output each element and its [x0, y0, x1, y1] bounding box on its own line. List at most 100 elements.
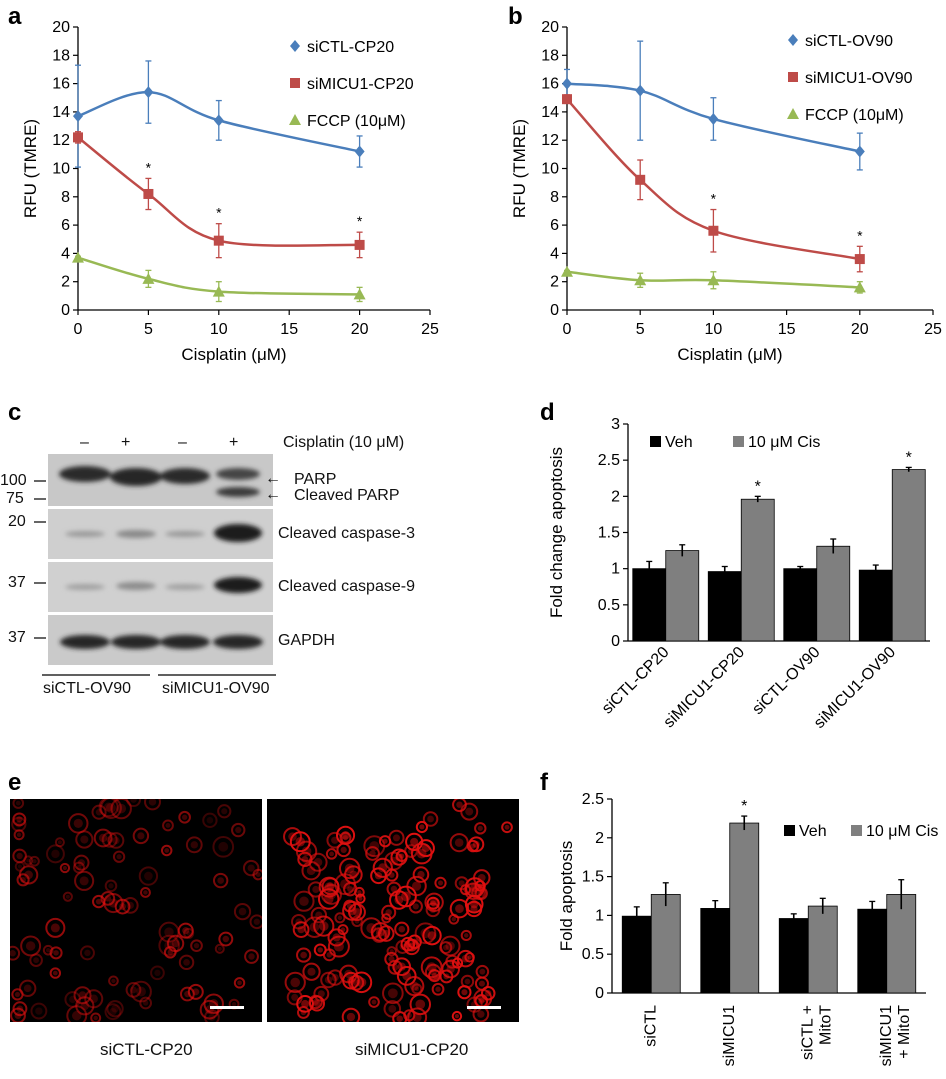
cell — [395, 849, 408, 863]
cell-core — [410, 837, 419, 846]
cell — [336, 842, 351, 858]
cell — [125, 982, 142, 998]
cell — [203, 993, 224, 1015]
cell — [320, 971, 337, 989]
y-tick-label: 1 — [595, 907, 604, 924]
cell-core — [290, 977, 301, 988]
cell — [283, 827, 302, 847]
cell-core — [144, 871, 153, 881]
cell-core — [331, 973, 339, 982]
category-label: siCTL +MitoT — [799, 1005, 834, 1060]
category-label: siCTL — [642, 1005, 659, 1047]
band — [216, 468, 260, 480]
cell — [104, 879, 118, 893]
band — [160, 468, 210, 484]
cell — [126, 799, 142, 808]
cell — [441, 959, 460, 979]
group-label-1: siCTL-OV90 — [43, 680, 132, 697]
band — [65, 584, 105, 590]
series-line — [566, 270, 860, 289]
cell-core — [14, 1012, 22, 1019]
cell-core — [344, 969, 353, 979]
significance-star: * — [857, 227, 863, 243]
cell — [13, 829, 25, 841]
cell — [284, 971, 306, 994]
scale-bar — [467, 1006, 501, 1009]
cell — [160, 844, 173, 857]
x-tick-label: 25 — [924, 321, 942, 338]
cell-core — [337, 915, 343, 921]
y-tick-label: 16 — [541, 76, 559, 93]
micrograph-left — [10, 799, 262, 1022]
cell-core — [80, 835, 89, 844]
band — [65, 531, 105, 537]
cell — [45, 844, 65, 864]
cell — [72, 861, 85, 874]
cell-core — [342, 835, 348, 841]
significance-star: * — [755, 478, 761, 495]
cell-core — [51, 849, 60, 859]
cell-core — [23, 984, 32, 993]
casp9-bands — [65, 577, 262, 593]
data-point — [213, 235, 224, 246]
cell — [108, 975, 119, 987]
data-point — [635, 174, 646, 185]
band — [160, 635, 210, 649]
cell-core — [371, 999, 377, 1005]
cell-core — [454, 1014, 460, 1019]
cell-core — [238, 907, 247, 916]
band — [116, 530, 156, 538]
cell-core — [25, 941, 36, 951]
cell-core — [79, 876, 89, 886]
cell — [370, 867, 387, 885]
cell-core — [77, 859, 85, 867]
cell — [480, 985, 496, 1001]
label-parp: PARP — [294, 471, 337, 488]
category-label-line: siCTL-OV90 — [749, 644, 823, 718]
cell — [42, 944, 54, 956]
cell-core — [461, 954, 470, 963]
cell — [501, 821, 513, 834]
cell-core — [417, 870, 425, 879]
y-tick-label: 1.5 — [582, 869, 604, 886]
cell — [29, 855, 40, 867]
y-axis-label: Fold change apoptosis — [547, 447, 566, 618]
cell — [218, 931, 234, 947]
cell-core — [53, 950, 59, 956]
cells — [10, 799, 262, 1022]
cell-core — [104, 802, 114, 812]
cell-core — [111, 978, 116, 984]
cell — [10, 1007, 26, 1022]
y-tick-label: 0 — [550, 302, 559, 319]
cell-core — [317, 990, 325, 998]
cell — [431, 982, 445, 996]
x-axis-label: Cisplatin (μM) — [677, 345, 782, 364]
cell-core — [470, 843, 476, 849]
cell-core — [397, 962, 406, 971]
y-tick-label: 6 — [61, 217, 70, 234]
cell-core — [431, 972, 438, 979]
legend-swatch — [851, 825, 862, 836]
cell-core — [95, 898, 102, 905]
series-1: * * * siMICU1-CP20 — [73, 76, 414, 259]
y-axis-label: Fold apoptosis — [557, 841, 576, 952]
cell — [392, 957, 412, 976]
cell — [405, 832, 424, 851]
cell — [179, 986, 195, 1002]
cell-core — [415, 999, 426, 1010]
cell — [177, 922, 194, 939]
cells — [283, 799, 513, 1022]
cell — [466, 839, 480, 853]
y-tick-label: 12 — [541, 132, 559, 149]
cell-core — [222, 935, 230, 943]
cell-core — [454, 838, 464, 847]
cell-core — [32, 859, 37, 864]
cell — [464, 894, 484, 914]
cell — [396, 966, 417, 986]
cell-core — [406, 1012, 412, 1018]
cell-core — [62, 865, 68, 871]
y-tick-label: 18 — [52, 47, 70, 64]
cell-core — [427, 815, 434, 823]
data-point — [142, 272, 155, 284]
cell-core — [65, 894, 70, 899]
